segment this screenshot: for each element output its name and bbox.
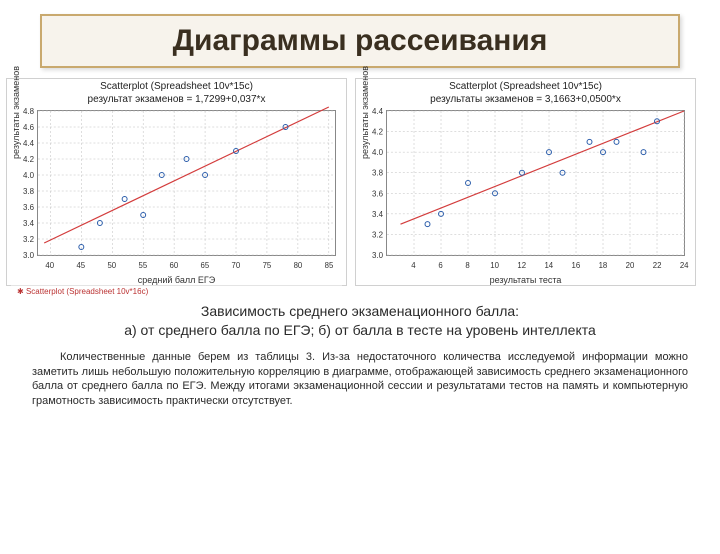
svg-text:4: 4 [411,261,416,270]
svg-text:40: 40 [45,261,54,270]
svg-text:60: 60 [170,261,179,270]
title-box: Диаграммы рассеивания [40,14,680,68]
svg-text:3.0: 3.0 [23,251,35,260]
svg-text:14: 14 [544,261,553,270]
chart-a-xlabel: средний балл ЕГЭ [11,275,342,285]
chart-b-cap1: Scatterplot (Spreadsheet 10v*15c) [360,81,691,94]
chart-a-plot: 3.03.23.43.63.84.04.24.44.64.8 [37,110,336,256]
chart-a-footer: ✱ Scatterplot (Spreadsheet 10v*16c) [11,285,342,297]
chart-b-svg: 3.03.23.43.63.84.04.24.4 [387,111,684,255]
body-text: Количественные данные берем из таблицы 3… [32,350,688,409]
svg-text:3.2: 3.2 [23,235,35,244]
chart-a-caption: Scatterplot (Spreadsheet 10v*15c) резуль… [11,81,342,106]
chart-a-xaxis: 40 45 50 55 60 65 70 75 80 85 [11,258,342,272]
svg-text:4.4: 4.4 [23,139,35,148]
svg-text:4.0: 4.0 [23,171,35,180]
svg-text:3.6: 3.6 [23,203,35,212]
chart-a-footer-text: Scatterplot (Spreadsheet 10v*16c) [26,287,148,296]
chart-b-xaxis: 4 6 8 10 12 14 16 18 20 22 24 [360,258,691,272]
svg-text:45: 45 [76,261,85,270]
svg-text:3.0: 3.0 [372,251,384,260]
svg-text:20: 20 [626,261,635,270]
svg-text:24: 24 [680,261,689,270]
svg-text:3.2: 3.2 [372,230,384,239]
svg-text:80: 80 [294,261,303,270]
chart-a-cap2: результат экзаменов = 1,7299+0,037*x [11,94,342,107]
figure-caption: Зависимость среднего экзаменационного ба… [40,302,680,340]
svg-text:22: 22 [653,261,662,270]
svg-text:85: 85 [325,261,334,270]
svg-text:4.2: 4.2 [372,128,384,137]
svg-text:50: 50 [107,261,116,270]
svg-text:3.8: 3.8 [23,187,35,196]
caption-line2: а) от среднего балла по ЕГЭ; б) от балла… [40,321,680,340]
svg-text:16: 16 [572,261,581,270]
svg-text:4.4: 4.4 [372,107,384,116]
svg-text:12: 12 [517,261,526,270]
svg-text:3.6: 3.6 [372,189,384,198]
svg-text:4.8: 4.8 [23,107,35,116]
svg-text:8: 8 [465,261,469,270]
svg-text:4.6: 4.6 [23,123,35,132]
svg-text:75: 75 [263,261,272,270]
svg-text:3.8: 3.8 [372,169,384,178]
chart-a: Scatterplot (Spreadsheet 10v*15c) резуль… [6,78,347,286]
svg-text:70: 70 [232,261,241,270]
svg-text:4.2: 4.2 [23,155,35,164]
chart-a-svg: 3.03.23.43.63.84.04.24.44.64.8 [38,111,335,255]
chart-b-xlabel: результаты теста [360,275,691,285]
svg-text:55: 55 [138,261,147,270]
svg-text:65: 65 [201,261,210,270]
chart-b-caption: Scatterplot (Spreadsheet 10v*15c) резуль… [360,81,691,106]
svg-text:18: 18 [599,261,608,270]
svg-text:6: 6 [438,261,442,270]
svg-text:4.0: 4.0 [372,148,384,157]
svg-text:10: 10 [490,261,499,270]
chart-a-ylabel: результаты экзаменов [11,66,21,159]
chart-b-ylabel: результаты экзаменов [360,66,370,159]
page-title: Диаграммы рассеивания [173,24,548,57]
charts-row: Scatterplot (Spreadsheet 10v*15c) резуль… [0,76,720,286]
chart-a-footer-marker: ✱ [17,287,26,296]
chart-a-cap1: Scatterplot (Spreadsheet 10v*15c) [11,81,342,94]
chart-b-cap2: результаты экзаменов = 3,1663+0,0500*x [360,94,691,107]
chart-b: Scatterplot (Spreadsheet 10v*15c) резуль… [355,78,696,286]
svg-text:3.4: 3.4 [23,219,35,228]
caption-line1: Зависимость среднего экзаменационного ба… [40,302,680,321]
chart-b-plot: 3.03.23.43.63.84.04.24.4 [386,110,685,256]
svg-text:3.4: 3.4 [372,210,384,219]
